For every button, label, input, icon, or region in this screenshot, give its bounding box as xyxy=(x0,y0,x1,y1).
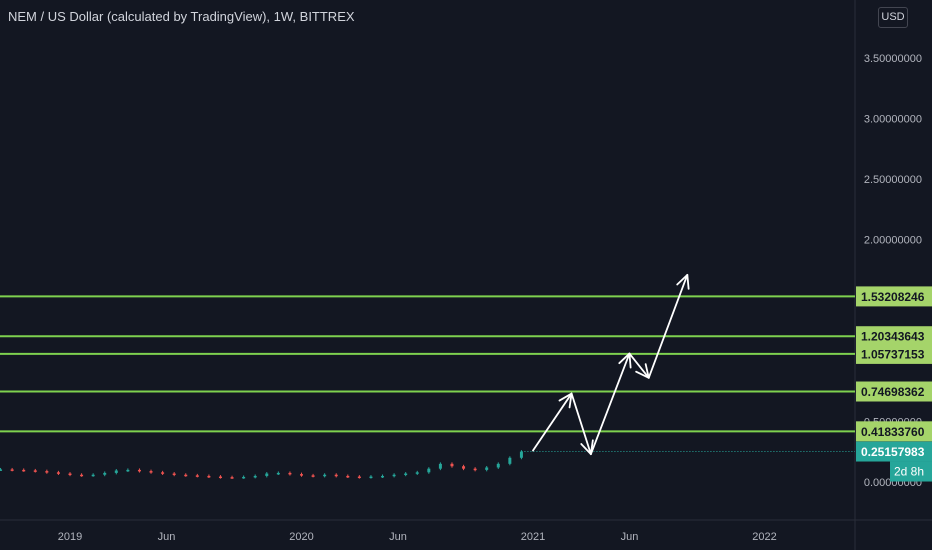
projection-arrow-head xyxy=(676,273,690,290)
candle xyxy=(485,467,489,470)
candle xyxy=(137,469,141,472)
level-price-label: 0.41833760 xyxy=(861,425,925,439)
candle xyxy=(496,463,500,468)
candle xyxy=(508,457,512,464)
candle xyxy=(68,473,72,476)
candle xyxy=(80,474,84,477)
current-price-label: 0.25157983 xyxy=(861,445,925,459)
candle xyxy=(462,466,466,469)
x-tick-label: Jun xyxy=(389,531,407,543)
candle xyxy=(184,474,188,477)
level-price-label-bg xyxy=(856,343,932,364)
candle xyxy=(357,476,361,479)
candle xyxy=(103,472,107,475)
candle xyxy=(114,470,118,473)
candle xyxy=(265,473,269,476)
y-tick-label: 3.00000000 xyxy=(864,114,922,126)
candle xyxy=(300,474,303,476)
level-price-label-bg xyxy=(856,326,932,347)
candle xyxy=(172,473,176,476)
candle xyxy=(45,471,49,473)
candle xyxy=(230,477,234,479)
candle xyxy=(56,472,60,474)
level-price-label-bg xyxy=(856,286,932,307)
candle xyxy=(276,472,280,475)
level-price-label: 0.74698362 xyxy=(861,385,925,399)
countdown-label-bg xyxy=(890,461,932,482)
x-tick-label: 2022 xyxy=(752,531,776,543)
candle xyxy=(161,472,165,474)
x-tick-label: Jun xyxy=(158,531,176,543)
projection-arrow-head xyxy=(558,392,573,409)
candle xyxy=(253,475,257,478)
countdown-label: 2d 8h xyxy=(894,465,924,479)
candle xyxy=(149,471,153,473)
level-price-label: 1.53208246 xyxy=(861,290,925,304)
candle xyxy=(288,472,292,475)
candle xyxy=(195,475,199,477)
candle xyxy=(450,463,454,467)
x-tick-label: 2021 xyxy=(521,531,545,543)
projection-arrow-segment[interactable] xyxy=(628,352,650,379)
level-price-label-bg xyxy=(856,421,932,442)
candle xyxy=(126,469,130,472)
candle xyxy=(323,474,327,477)
level-price-label-bg xyxy=(856,381,932,402)
y-tick-label: 3.50000000 xyxy=(864,53,922,65)
candle xyxy=(218,476,222,479)
projection-arrow-segment[interactable] xyxy=(570,392,592,456)
y-tick-label: 2.00000000 xyxy=(864,235,922,247)
candle xyxy=(438,463,442,469)
level-price-label: 1.20343643 xyxy=(861,330,925,344)
x-tick-label: 2019 xyxy=(58,531,82,543)
candle xyxy=(91,474,95,477)
y-tick-label: 2.50000000 xyxy=(864,174,922,186)
projection-arrow-segment[interactable] xyxy=(647,273,689,379)
candle xyxy=(311,475,315,477)
candle xyxy=(22,469,26,472)
level-price-label: 1.05737153 xyxy=(861,347,925,361)
candle xyxy=(0,469,3,471)
x-tick-label: 2020 xyxy=(289,531,313,543)
candle xyxy=(404,473,408,476)
candle xyxy=(334,474,338,477)
candle xyxy=(392,474,396,477)
candle xyxy=(381,475,385,478)
candle xyxy=(346,475,350,478)
current-price-label-bg xyxy=(856,441,932,462)
chart-title: NEM / US Dollar (calculated by TradingVi… xyxy=(8,9,355,24)
candle xyxy=(427,468,431,473)
projection-arrow-segment[interactable] xyxy=(532,392,573,452)
candle xyxy=(519,451,523,458)
candle xyxy=(242,476,246,479)
candle xyxy=(415,472,419,474)
candle xyxy=(10,469,14,471)
candle xyxy=(33,470,37,472)
currency-button[interactable]: USD xyxy=(878,7,908,28)
projection-arrow-segment[interactable] xyxy=(589,352,631,456)
x-tick-label: Jun xyxy=(621,531,639,543)
candle xyxy=(207,475,211,478)
candle xyxy=(369,476,373,479)
candle xyxy=(473,468,477,471)
